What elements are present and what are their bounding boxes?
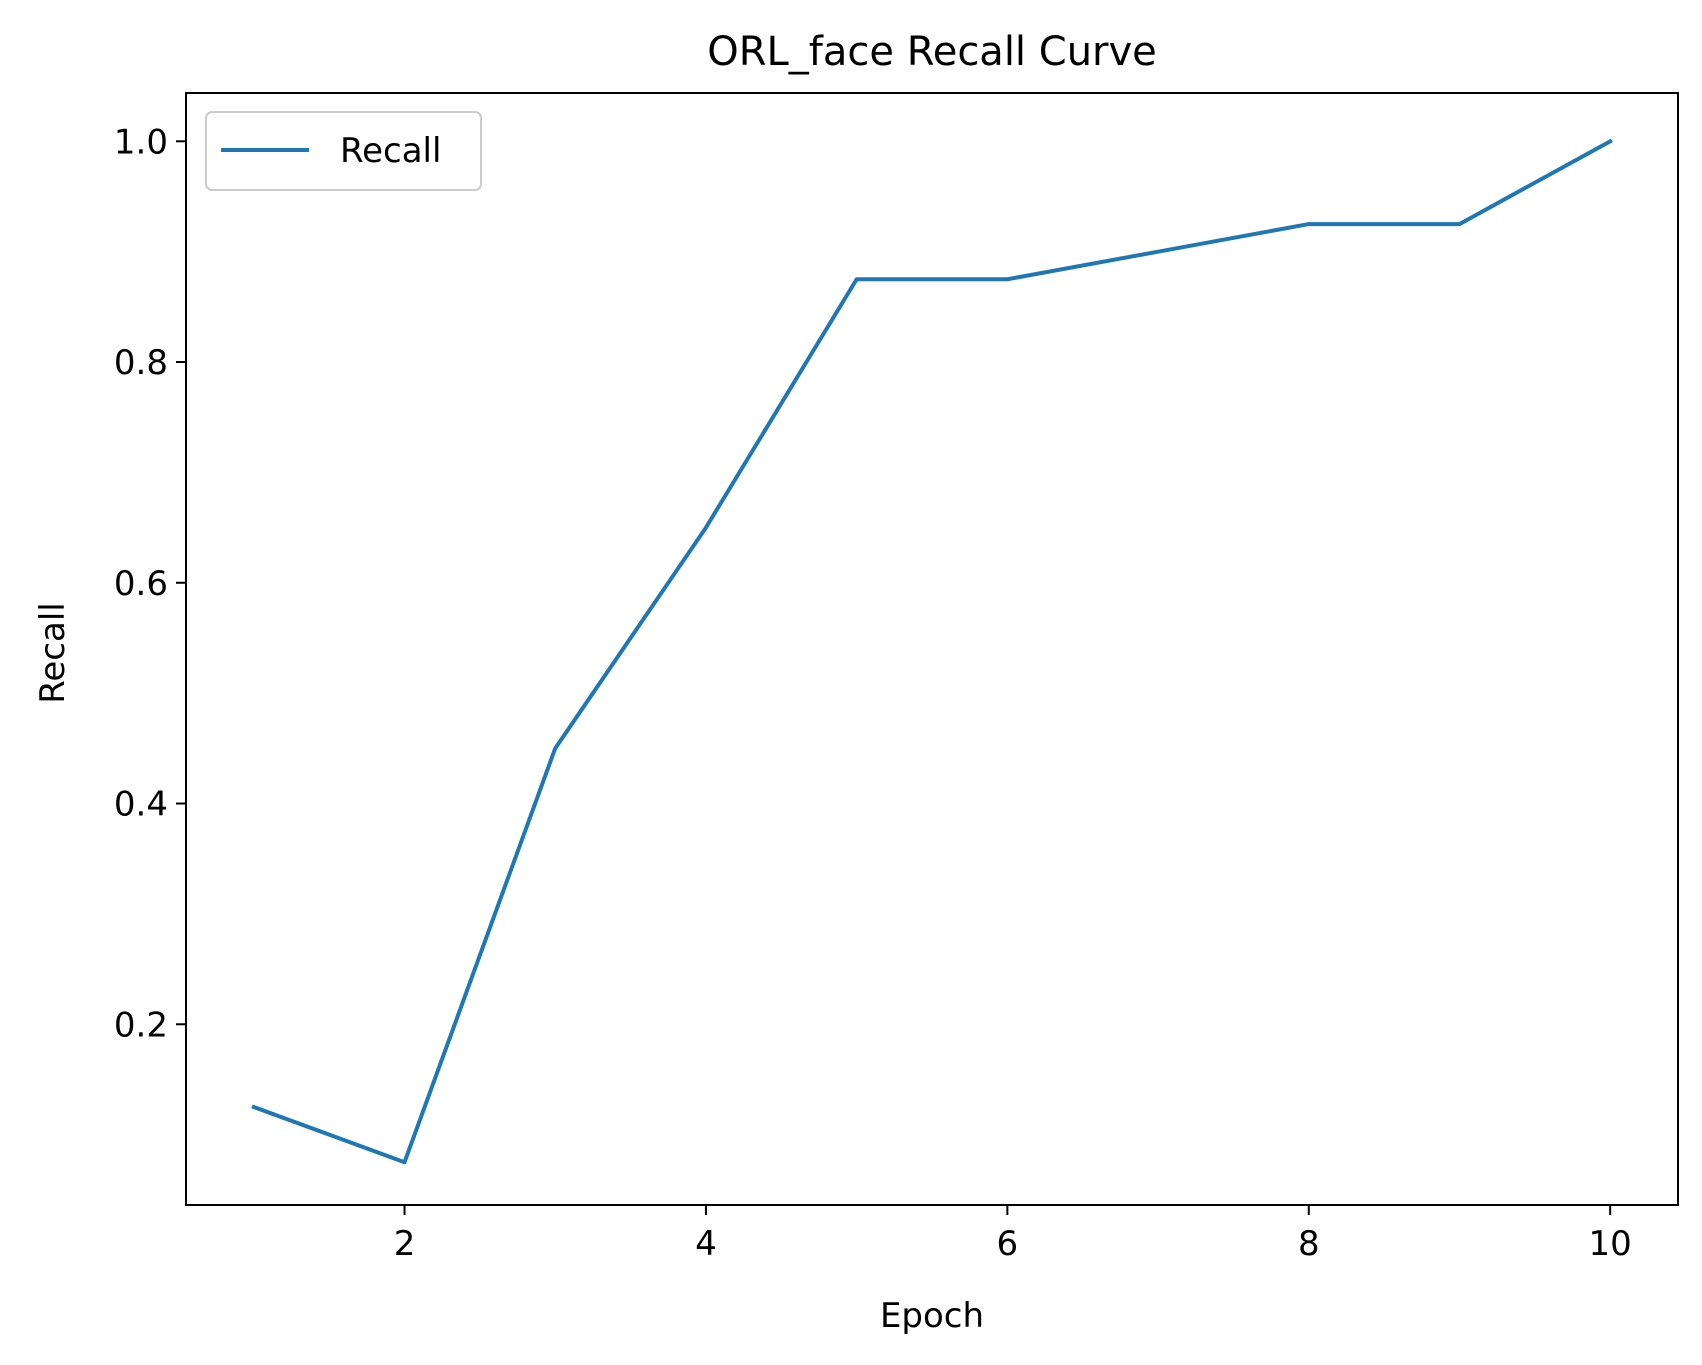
legend: Recall xyxy=(205,111,482,191)
series-line-recall xyxy=(251,138,1613,1165)
x-tick-label: 10 xyxy=(1589,1224,1632,1264)
legend-box xyxy=(205,111,482,191)
x-tick-label: 4 xyxy=(695,1224,717,1264)
y-tick-label: 0.2 xyxy=(114,1005,168,1045)
x-tick-label: 8 xyxy=(1298,1224,1320,1264)
axes-frame xyxy=(185,92,1679,1206)
y-tick-label: 0.8 xyxy=(114,343,168,383)
y-tick-label: 0.6 xyxy=(114,564,168,604)
legend-label-recall: Recall xyxy=(340,131,441,171)
y-tick-label: 0.4 xyxy=(114,785,168,825)
axes: 2 4 6 8 10 0.2 0.4 0.6 0.8 1.0 xyxy=(114,92,1679,1264)
y-axis-label: Recall xyxy=(33,602,73,703)
x-axis-label: Epoch xyxy=(880,1296,984,1336)
x-tick-label: 2 xyxy=(394,1224,416,1264)
plot-area xyxy=(251,138,1613,1165)
x-tick-label: 6 xyxy=(997,1224,1019,1264)
y-tick-label: 1.0 xyxy=(114,122,168,162)
chart-title: ORL_face Recall Curve xyxy=(707,29,1157,75)
